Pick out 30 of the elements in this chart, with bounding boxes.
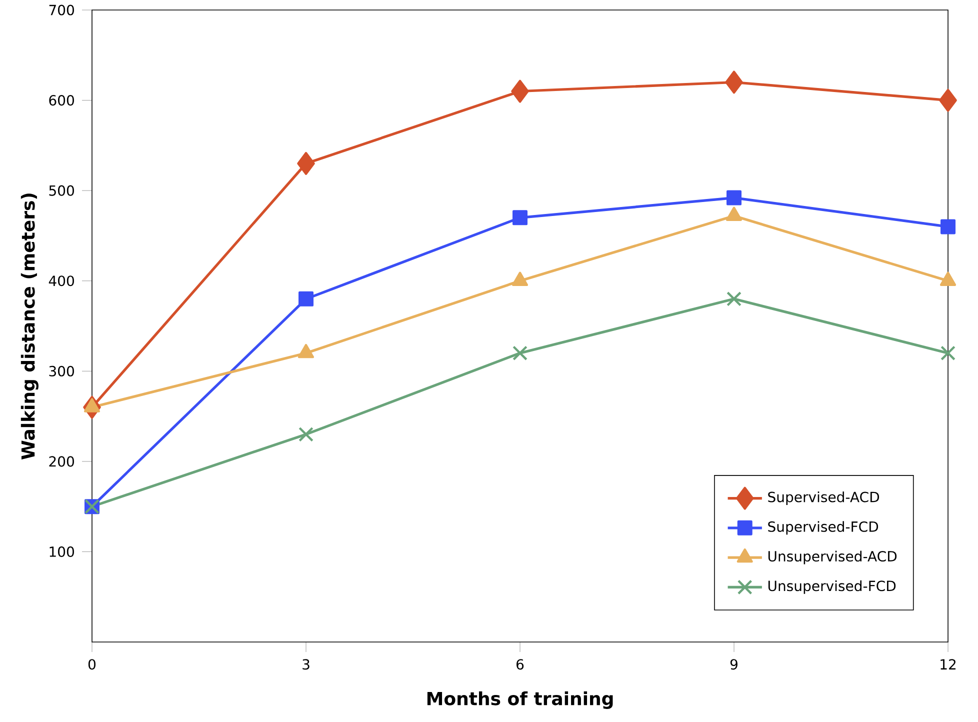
x-tick-label: 3 <box>302 659 310 670</box>
legend-label: Unsupervised-ACD <box>768 550 897 564</box>
y-tick-label: 500 <box>49 185 74 196</box>
x-tick-label: 0 <box>88 659 96 670</box>
point <box>512 210 528 226</box>
point <box>298 291 314 306</box>
point <box>511 80 529 103</box>
point <box>297 152 315 175</box>
legend-label: Unsupervised-FCD <box>768 580 896 594</box>
point <box>940 219 956 234</box>
point <box>726 190 742 206</box>
y-tick-label: 400 <box>48 276 74 286</box>
x-tick-label: 12 <box>940 659 956 670</box>
point <box>726 291 742 306</box>
y-axis-title: Walking distance (meters) <box>20 194 38 460</box>
y-tick-label: 100 <box>50 546 74 557</box>
x-tick-label: 6 <box>516 659 524 670</box>
point <box>940 346 956 361</box>
y-tick-label: 300 <box>49 366 74 376</box>
point <box>725 70 743 94</box>
point <box>512 346 528 361</box>
y-tick-label: 200 <box>49 456 74 467</box>
x-axis-title: Months of training <box>427 691 613 709</box>
x-tick-label: 9 <box>730 659 738 670</box>
legend-label: Supervised-ACD <box>768 491 880 506</box>
point <box>939 88 957 112</box>
legend-label: Supervised-FCD <box>768 521 878 535</box>
point <box>298 426 314 442</box>
y-tick-label: 700 <box>49 4 74 16</box>
y-tick-label: 600 <box>49 95 74 106</box>
